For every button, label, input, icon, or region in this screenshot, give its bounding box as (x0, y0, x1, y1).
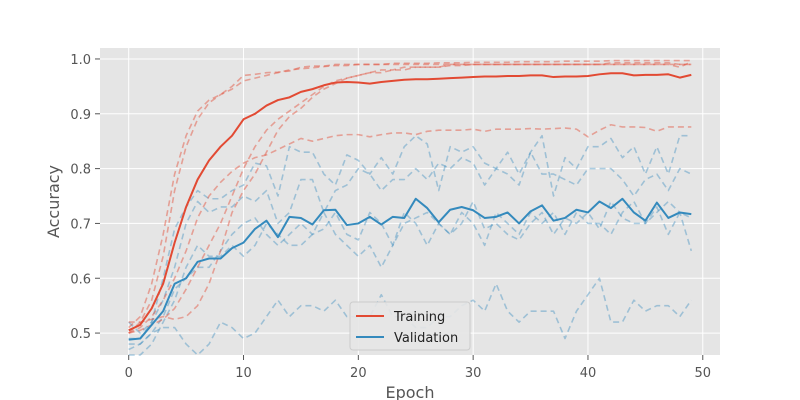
legend-label: Validation (394, 331, 458, 346)
axis-ticks: 0 10 20 30 40 50 0.5 0.6 0.7 0.8 0.9 1.0 (70, 53, 711, 381)
x-tick-label: 20 (350, 366, 367, 381)
training-fold-line (128, 59, 692, 329)
validation-fold-line (128, 277, 692, 356)
validation-fold-line (128, 134, 692, 334)
x-tick-label: 0 (125, 366, 133, 381)
training-mean-line (128, 72, 692, 332)
series-lines (128, 59, 693, 356)
training-fold-line (128, 123, 692, 334)
x-tick-label: 10 (235, 366, 252, 381)
validation-fold-line (128, 200, 693, 356)
y-tick-label: 0.5 (70, 327, 91, 342)
x-tick-label: 40 (580, 366, 597, 381)
y-tick-label: 0.8 (70, 163, 91, 178)
x-tick-label: 50 (695, 366, 712, 381)
y-tick-label: 0.6 (70, 272, 91, 287)
validation-fold-line (128, 151, 692, 340)
x-tick-label: 30 (465, 366, 482, 381)
grid-lines (100, 48, 720, 355)
training-fold-line (128, 63, 692, 323)
y-tick-label: 0.9 (70, 108, 91, 123)
x-axis-label: Epoch (386, 383, 435, 400)
training-fold-line (128, 60, 692, 334)
legend: Training Validation (349, 301, 471, 351)
y-tick-label: 1.0 (70, 53, 91, 68)
validation-mean-line (128, 197, 692, 341)
y-axis-label: Accuracy (44, 165, 63, 238)
y-tick-label: 0.7 (70, 217, 91, 232)
training-fold-line (128, 62, 692, 334)
legend-label: Training (393, 310, 445, 325)
validation-fold-line (128, 200, 692, 351)
